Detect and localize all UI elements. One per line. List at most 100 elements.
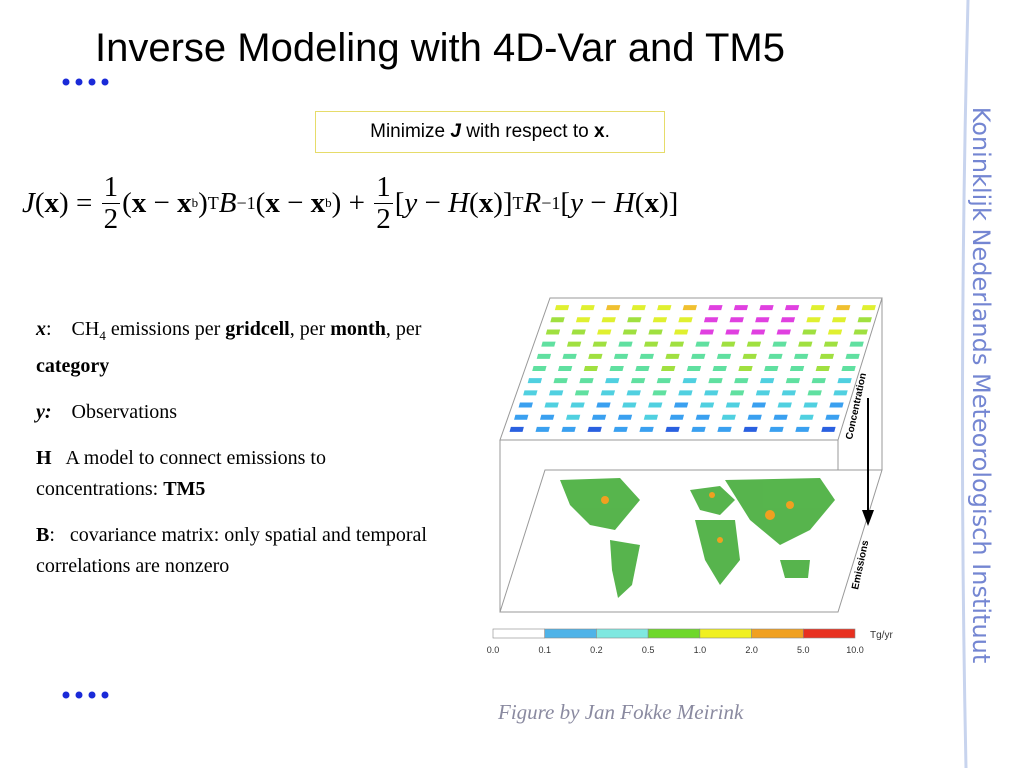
dash xyxy=(764,366,779,371)
dash xyxy=(535,426,550,432)
dash xyxy=(837,378,852,384)
colorbar-segment xyxy=(647,628,701,639)
dash xyxy=(596,402,611,408)
text-run: x xyxy=(177,186,192,219)
dash xyxy=(821,426,836,432)
bullet-dots xyxy=(62,78,109,699)
dash xyxy=(742,353,757,359)
dash xyxy=(644,341,659,347)
dash xyxy=(699,402,715,408)
text-run: T xyxy=(207,192,219,213)
text-run: T xyxy=(512,192,524,213)
text-run: x xyxy=(594,121,605,142)
text-run: ) = xyxy=(59,186,100,219)
dash xyxy=(729,390,745,396)
dash xyxy=(712,366,727,371)
dash xyxy=(829,402,844,408)
dash xyxy=(811,378,826,384)
dash xyxy=(831,317,847,323)
colorbar-segment xyxy=(802,628,856,639)
dash xyxy=(721,341,736,347)
text-run: Observations xyxy=(51,401,178,423)
formula: J(x) = 1 2(x − x b) T B −1(x − x b) + 1 2[y − H… xyxy=(22,168,678,238)
colorbar-segment xyxy=(544,628,597,639)
dash xyxy=(643,414,659,420)
dash xyxy=(795,426,810,432)
dash xyxy=(652,390,667,396)
text-run: month xyxy=(330,318,386,340)
dash xyxy=(845,353,860,359)
text-run: ( xyxy=(469,186,479,219)
dash xyxy=(755,390,771,396)
dash xyxy=(575,317,591,323)
dash xyxy=(750,329,766,335)
text-run: . xyxy=(604,121,610,142)
dash xyxy=(708,305,723,311)
dash xyxy=(799,414,814,420)
dash xyxy=(691,353,706,359)
dash xyxy=(601,317,616,323)
dash xyxy=(532,366,547,371)
dash xyxy=(755,317,770,323)
text-run: x xyxy=(310,186,326,219)
colorbar-label: 1.0 xyxy=(694,645,707,655)
dash xyxy=(622,329,638,335)
dash xyxy=(708,378,723,384)
dash xyxy=(579,378,594,384)
dash xyxy=(759,378,775,384)
dash xyxy=(527,378,543,384)
dash xyxy=(630,378,646,384)
dash xyxy=(600,390,616,396)
figure-caption: Figure by Jan Fokke Meirink xyxy=(498,700,744,724)
dash xyxy=(613,353,629,359)
dash xyxy=(626,390,641,396)
dash xyxy=(536,353,552,359)
numerator: 1 xyxy=(101,171,121,204)
colorbar-segment xyxy=(492,628,546,639)
dash xyxy=(836,305,851,311)
colorbar: 0.0 0.1 0.2 0.5 1.0 2.0 5.0 10.0 Tg/yr xyxy=(487,628,893,655)
dash xyxy=(665,353,680,359)
text-run: H xyxy=(613,186,635,219)
dash xyxy=(570,402,585,408)
dash xyxy=(725,402,741,408)
dash xyxy=(695,341,710,347)
dash xyxy=(743,426,758,432)
dash xyxy=(716,353,732,359)
dash xyxy=(699,329,714,335)
dash xyxy=(678,390,693,396)
text-run: [ xyxy=(560,186,571,219)
hotspots xyxy=(601,492,794,543)
dash xyxy=(780,317,796,323)
text-run: : CH xyxy=(46,318,100,340)
text-run: TM5 xyxy=(163,478,206,500)
text-run: x xyxy=(644,186,659,219)
dash xyxy=(639,353,654,359)
dash xyxy=(597,329,612,335)
text-run: − xyxy=(146,186,178,219)
dash xyxy=(825,414,840,420)
definition: H A model to connect emissions to concen… xyxy=(36,443,431,505)
text-run: y: xyxy=(36,401,52,423)
dash xyxy=(627,317,642,323)
colorbar-label: 0.2 xyxy=(590,645,603,655)
institute-name: Koninklijk Nederlands Meteorologisch Ins… xyxy=(967,106,995,664)
dash xyxy=(587,426,602,432)
dash xyxy=(566,341,582,347)
text-run: ( xyxy=(122,186,132,219)
definitions: x: CH4 emissions per gridcell, per month… xyxy=(36,314,431,597)
dash xyxy=(806,317,821,323)
colorbar-unit: Tg/yr xyxy=(870,630,893,641)
dash xyxy=(509,426,524,432)
text-run: )] xyxy=(493,186,513,219)
dash xyxy=(833,390,848,396)
text-run: R xyxy=(523,186,542,219)
sidebar-rule xyxy=(960,0,970,768)
dash xyxy=(703,317,719,323)
text-run: ) xyxy=(198,186,208,219)
dash xyxy=(561,426,576,432)
